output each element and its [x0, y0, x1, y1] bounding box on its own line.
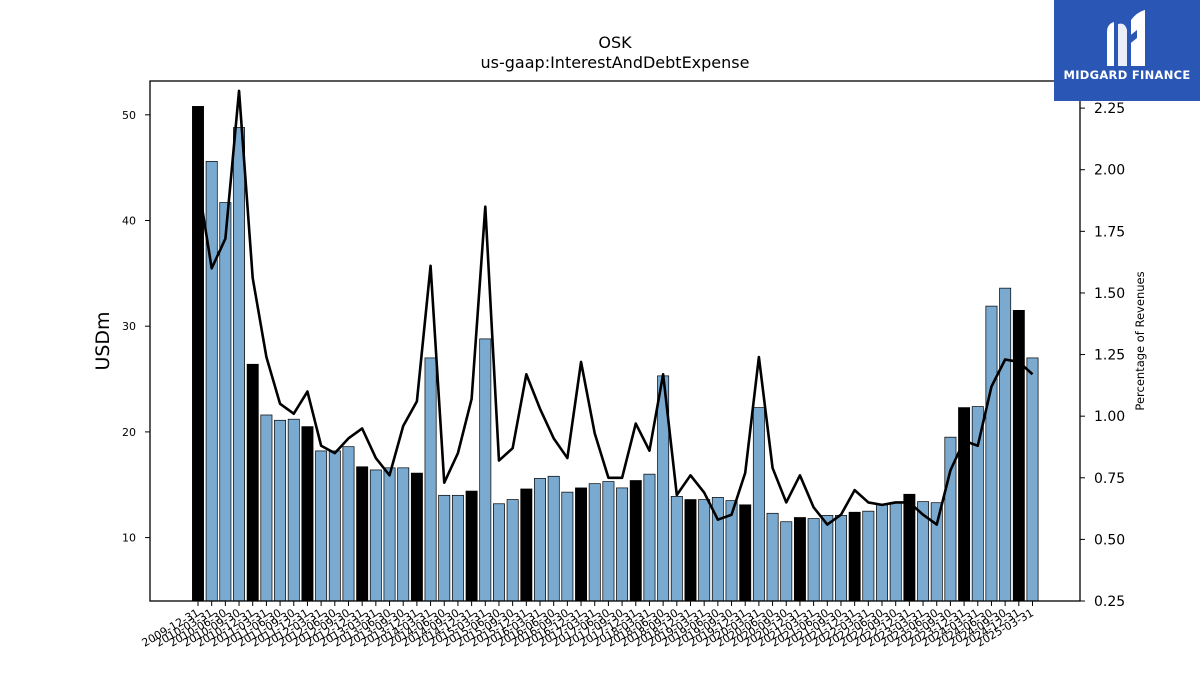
y2-tick-label: 0.50 — [1094, 532, 1125, 548]
bar — [451, 494, 464, 602]
y2-tick-label: 1.75 — [1094, 224, 1125, 240]
bar — [588, 483, 601, 602]
brand-name: MIDGARD FINANCE — [1063, 68, 1191, 82]
x-axis: 2009-12-312010-03-312010-06-302010-09-30… — [140, 601, 1036, 650]
bar — [807, 518, 820, 602]
bar — [465, 490, 478, 602]
bar — [233, 127, 245, 602]
bar — [971, 406, 984, 602]
bar — [397, 467, 410, 602]
bar — [684, 499, 697, 602]
y-tick-label: 40 — [122, 215, 136, 228]
bar — [930, 502, 943, 602]
y2-tick-label: 1.25 — [1094, 348, 1125, 364]
y-tick-label: 30 — [122, 320, 136, 333]
bar — [274, 419, 287, 602]
bar — [479, 338, 492, 602]
bar — [260, 414, 273, 602]
y-tick-label: 20 — [122, 426, 136, 439]
bar — [328, 450, 341, 602]
bar — [629, 480, 642, 602]
bar — [493, 503, 505, 602]
bar — [219, 202, 232, 602]
bar — [889, 502, 902, 602]
y2-tick-label: 1.50 — [1094, 286, 1125, 302]
midgard-logo-icon — [1107, 10, 1145, 67]
bar — [670, 496, 683, 602]
bar — [958, 407, 971, 602]
y2-tick-label: 0.75 — [1094, 471, 1125, 487]
bar — [192, 106, 204, 602]
bar — [752, 407, 765, 602]
bar — [287, 418, 300, 602]
y-tick-label: 50 — [122, 109, 136, 122]
bar — [575, 487, 588, 602]
bar — [506, 499, 519, 602]
bar — [424, 357, 437, 602]
bar — [835, 515, 847, 602]
bar — [1012, 310, 1025, 602]
y2-axis-label: Percentage of Revenues — [1133, 271, 1147, 410]
bar — [793, 517, 806, 602]
bar — [205, 160, 218, 602]
bar — [534, 478, 546, 602]
bar — [739, 504, 752, 602]
y2-tick-label: 2.00 — [1094, 163, 1125, 179]
bar — [561, 491, 574, 602]
bar — [301, 426, 314, 602]
bar — [903, 493, 916, 602]
bar — [985, 305, 998, 602]
bar — [876, 504, 888, 602]
bar — [848, 511, 861, 602]
bars-layer — [192, 106, 1039, 602]
bar — [1026, 357, 1039, 602]
bar — [602, 481, 615, 602]
bar — [383, 467, 396, 602]
line-layer — [196, 89, 1034, 526]
chart-title: OSK — [598, 33, 632, 52]
brand-logo: MIDGARD FINANCE — [1054, 0, 1200, 101]
bar — [643, 473, 656, 602]
bar — [821, 515, 834, 602]
y2-tick-label: 2.25 — [1094, 101, 1125, 117]
y-axis-right: 0.25 0.50 0.75 1.00 1.25 1.50 1.75 2.00 2.25 — [1080, 101, 1125, 610]
series-line — [196, 89, 1034, 526]
bar — [369, 469, 382, 602]
y-axis-left: 10 20 30 40 50 — [122, 109, 150, 545]
bar — [520, 488, 533, 602]
y2-tick-label: 0.25 — [1094, 594, 1125, 610]
y2-tick-label: 1.00 — [1094, 409, 1125, 425]
bar — [698, 499, 711, 602]
bar — [246, 363, 259, 602]
plot-frame — [149, 80, 1081, 602]
y-axis-label: USDm — [92, 311, 114, 370]
bar — [547, 475, 560, 602]
bar — [438, 494, 451, 602]
bar — [616, 487, 629, 602]
bar — [342, 446, 355, 602]
chart-subtitle: us-gaap:InterestAndDebtExpense — [481, 53, 750, 72]
bar — [315, 450, 328, 602]
y-tick-label: 10 — [122, 532, 136, 545]
bar — [356, 466, 369, 602]
bar — [780, 521, 793, 602]
bar — [410, 472, 423, 602]
bar — [999, 287, 1012, 602]
bar — [766, 512, 779, 602]
bar — [862, 510, 875, 602]
